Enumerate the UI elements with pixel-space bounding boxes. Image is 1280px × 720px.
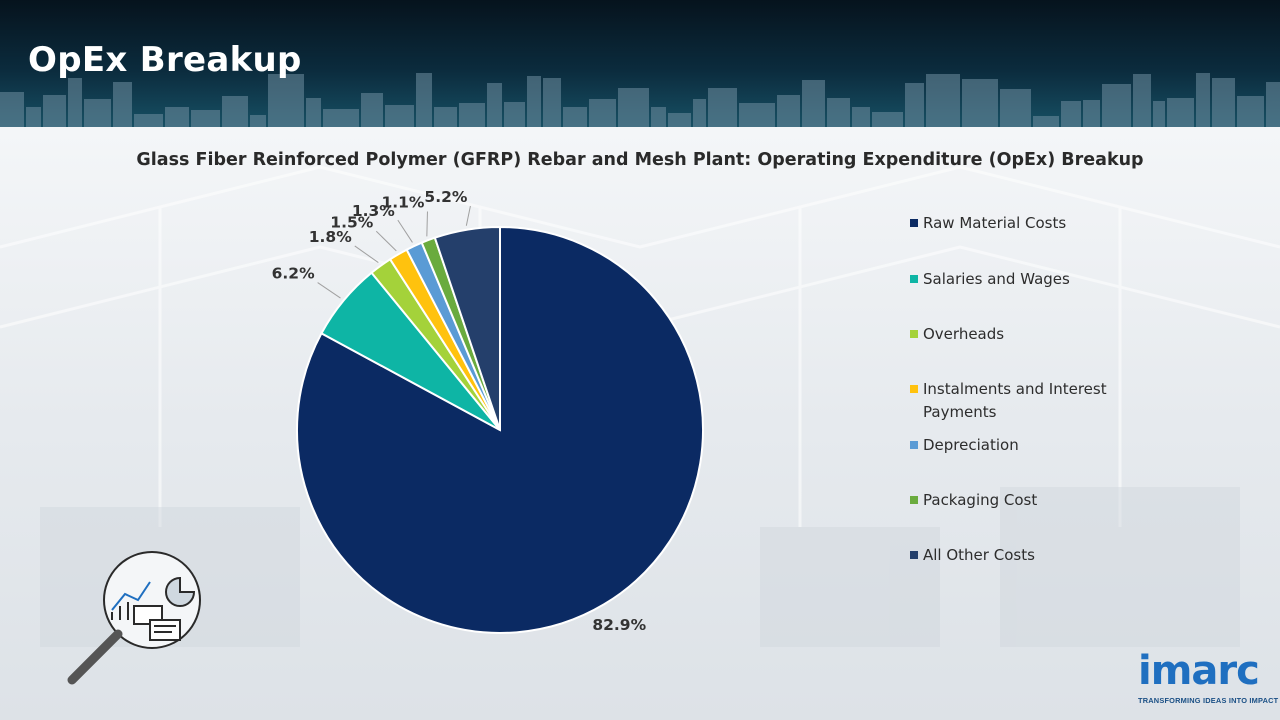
- skyline-building: [1033, 116, 1059, 127]
- slide-header: OpEx Breakup: [0, 0, 1280, 127]
- skyline-building: [1237, 96, 1264, 127]
- skyline-building: [1061, 101, 1081, 127]
- skyline-building: [191, 110, 220, 127]
- skyline-building: [1102, 84, 1131, 127]
- legend-label: All Other Costs: [923, 546, 1035, 564]
- skyline-building: [563, 107, 587, 127]
- skyline-building: [668, 113, 691, 127]
- legend-swatch: [910, 496, 918, 504]
- slice-data-label: 1.8%: [309, 228, 352, 246]
- factory-background-illustration: [0, 165, 1280, 647]
- skyline-building: [323, 109, 359, 127]
- skyline-building: [962, 79, 998, 127]
- skyline-building: [1000, 89, 1031, 127]
- skyline-building: [589, 99, 616, 127]
- slice-data-label: 6.2%: [272, 265, 315, 283]
- skyline-building: [385, 105, 414, 127]
- skyline-building: [361, 93, 383, 127]
- skyline-building: [1167, 98, 1194, 127]
- legend-label: Overheads: [923, 325, 1005, 343]
- skyline-building: [1133, 74, 1151, 127]
- slice-data-label: 1.3%: [352, 202, 395, 220]
- legend-label: Salaries and Wages: [923, 270, 1070, 288]
- skyline-building: [1212, 78, 1235, 127]
- leader-line: [397, 219, 413, 243]
- legend-swatch: [910, 330, 918, 338]
- legend-label: Instalments and Interest Payments: [923, 380, 1107, 421]
- skyline-building: [434, 107, 457, 127]
- skyline-building: [504, 102, 525, 127]
- legend-swatch: [910, 219, 918, 227]
- legend-label: Depreciation: [923, 436, 1019, 454]
- skyline-building: [708, 88, 737, 127]
- skyline-building: [68, 78, 82, 127]
- logo-tagline: TRANSFORMING IDEAS INTO IMPACT: [1138, 696, 1279, 705]
- skyline-building: [459, 103, 485, 127]
- skyline-building: [222, 96, 248, 127]
- skyline-building: [268, 74, 304, 127]
- skyline-building: [827, 98, 850, 127]
- legend-label: Raw Material Costs: [923, 214, 1067, 232]
- skyline-building: [43, 95, 66, 127]
- leader-line: [354, 245, 379, 263]
- skyline-building: [802, 80, 825, 127]
- skyline-building: [527, 76, 541, 127]
- chart-title: Glass Fiber Reinforced Polymer (GFRP) Re…: [136, 150, 1144, 170]
- legend-swatch: [910, 551, 918, 559]
- leader-line: [426, 211, 428, 237]
- slice-data-label: 1.5%: [330, 213, 373, 231]
- skyline-building: [134, 114, 163, 127]
- legend-swatch: [910, 385, 918, 393]
- leader-line: [317, 282, 341, 299]
- skyline-building: [543, 78, 561, 127]
- skyline-building: [1266, 82, 1280, 127]
- slide-title: OpEx Breakup: [28, 40, 302, 80]
- skyline-building: [26, 107, 41, 127]
- skyline-building: [651, 107, 666, 127]
- imarc-logo: imarc TRANSFORMING IDEAS INTO IMPACT: [1130, 648, 1278, 710]
- logo-wordmark: imarc: [1138, 648, 1260, 694]
- chart-area: [0, 127, 1280, 720]
- skyline-building: [306, 98, 321, 127]
- skyline-building: [416, 73, 432, 127]
- legend-swatch: [910, 275, 918, 283]
- skyline-building: [852, 107, 870, 127]
- slice-data-label: 5.2%: [424, 188, 467, 206]
- slice-data-label: 1.1%: [381, 194, 424, 212]
- skyline-building: [926, 74, 960, 127]
- slice-data-label: 82.9%: [592, 616, 646, 634]
- skyline-building: [250, 115, 266, 127]
- leader-line: [465, 205, 471, 226]
- skyline-building: [165, 107, 189, 127]
- skyline-building: [1083, 100, 1100, 127]
- skyline-building: [113, 82, 132, 127]
- pie-slice: [433, 225, 501, 431]
- legend-swatch: [910, 441, 918, 449]
- skyline-building: [693, 99, 706, 127]
- skyline-building: [1196, 73, 1210, 127]
- legend-label: Packaging Cost: [923, 491, 1038, 509]
- skyline-building: [777, 95, 800, 127]
- city-skyline-illustration: [0, 73, 1280, 127]
- skyline-building: [872, 112, 903, 127]
- skyline-building: [84, 99, 111, 127]
- skyline-building: [739, 103, 775, 127]
- skyline-building: [618, 88, 649, 127]
- skyline-building: [1153, 101, 1165, 127]
- leader-line: [375, 230, 397, 252]
- magnifier-analytics-icon: [67, 551, 201, 685]
- skyline-building: [487, 83, 502, 127]
- skyline-building: [905, 83, 924, 127]
- skyline-building: [0, 92, 24, 127]
